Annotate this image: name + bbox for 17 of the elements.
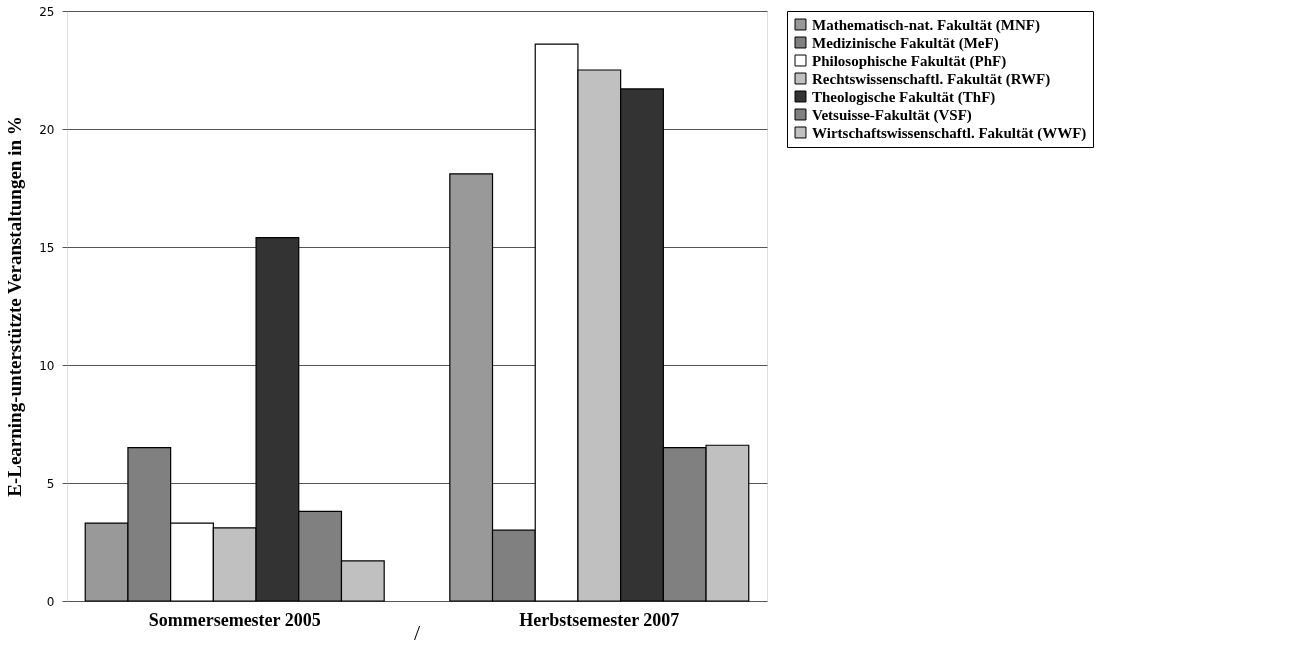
legend-label: Medizinische Fakultät (MeF) [812, 34, 999, 52]
text: / [413, 620, 421, 645]
y-tick-label: 25 [39, 4, 55, 19]
y-tick-label: 5 [46, 476, 55, 491]
legend-label: Vetsuisse-Fakultät (VSF) [812, 106, 972, 124]
x-tick-label: Herbstsemester 2007 [519, 609, 680, 630]
y-tick-label: 20 [39, 122, 55, 137]
legend-label: Philosophische Fakultät (PhF) [812, 52, 1007, 70]
legend-label: Rechtswissenschaftl. Fakultät (RWF) [812, 70, 1051, 88]
legend-label: Mathematisch-nat. Fakultät (MNF) [812, 16, 1040, 34]
legend-label: Wirtschaftswissenschaftl. Fakultät (WWF) [812, 124, 1087, 142]
legend-label: Theologische Fakultät (ThF) [812, 88, 996, 106]
x-tick-label: Sommersemester 2005 [148, 609, 321, 630]
y-tick-label: 15 [39, 240, 55, 255]
y-axis-title: E-Learning-unterstützte Veranstaltungen in % [4, 116, 26, 497]
y-tick-label: 10 [39, 358, 55, 373]
y-tick-label: 0 [46, 594, 55, 609]
